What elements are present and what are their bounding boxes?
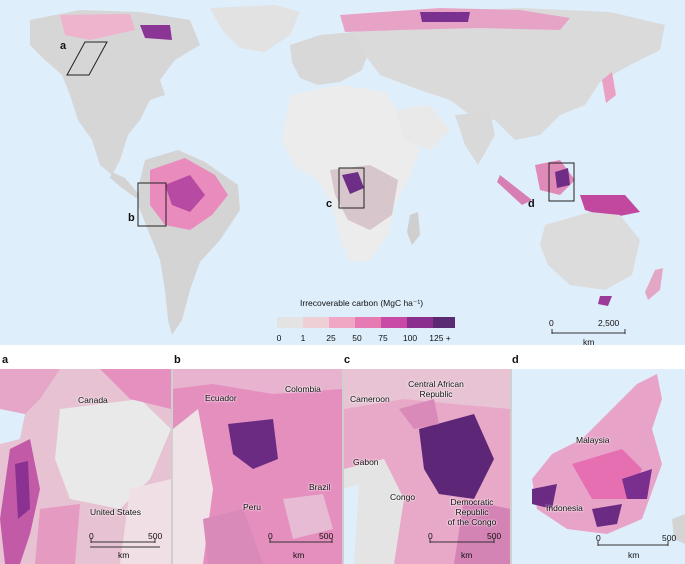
- india: [455, 112, 495, 165]
- inset-a-scale-unit: km: [118, 550, 130, 560]
- world-scale-min: 0: [549, 318, 554, 328]
- world-map: [0, 0, 685, 345]
- inset-c-place-congo: Congo: [390, 492, 416, 502]
- world-box-label-a: a: [60, 40, 67, 52]
- inset-d-place-indonesia: Indonesia: [546, 503, 583, 513]
- australia: [540, 212, 640, 290]
- world-map-svg: [0, 0, 685, 345]
- inset-d-scale-min: 0: [596, 533, 601, 543]
- inset-b-map: [173, 369, 342, 564]
- inset-a: Canada United States 0 500 km: [0, 369, 171, 564]
- legend-swatch-6: [433, 317, 455, 328]
- inset-d-scale-max: 500: [662, 533, 677, 543]
- inset-b-scale-max: 500: [319, 531, 334, 541]
- inset-a-place-canada: Canada: [78, 395, 108, 405]
- arabia: [395, 105, 450, 150]
- amazon-core: [165, 175, 205, 212]
- legend-tick-5: 100: [402, 333, 418, 343]
- inset-c-scale-unit: km: [461, 550, 473, 560]
- inset-b-place-colombia: Colombia: [285, 384, 321, 394]
- legend-tick-2: 25: [326, 333, 336, 343]
- new-zealand: [645, 268, 663, 300]
- japan: [602, 72, 616, 103]
- borneo-core: [555, 168, 570, 188]
- inset-d-scale-unit: km: [628, 550, 640, 560]
- inset-a-place-us: United States: [90, 507, 142, 517]
- north-america: [30, 10, 200, 175]
- inset-b-scale-min: 0: [268, 531, 273, 541]
- inset-c-scale-max: 500: [487, 531, 502, 541]
- inset-c-scale-min: 0: [428, 531, 433, 541]
- new-guinea: [580, 195, 640, 218]
- inset-c: Cameroon Central African Republic Gabon …: [344, 369, 510, 564]
- hudson-core: [140, 25, 172, 40]
- legend-tick-3: 50: [352, 333, 362, 343]
- tasmania: [598, 296, 612, 306]
- world-box-label-d: d: [528, 198, 535, 210]
- madagascar: [407, 212, 420, 245]
- legend-bar: [277, 317, 455, 328]
- legend-title: Irrecoverable carbon (MgC ha⁻¹): [300, 298, 424, 308]
- inset-b-scale-unit: km: [293, 550, 305, 560]
- world-scale-max: 2,500: [598, 318, 620, 328]
- inset-d-place-malaysia: Malaysia: [576, 435, 610, 445]
- greenland: [210, 5, 300, 52]
- inset-c-map: [344, 369, 510, 564]
- legend-swatch-4: [381, 317, 407, 328]
- inset-d-map: [512, 369, 685, 564]
- inset-letter-d: d: [512, 354, 519, 366]
- inset-box-c: [338, 167, 365, 209]
- borneo: [535, 160, 575, 195]
- legend-swatch-3: [355, 317, 381, 328]
- legend-tick-1: 1: [300, 333, 306, 343]
- inset-box-a: [66, 41, 108, 76]
- inset-a-scale-min: 0: [89, 531, 94, 541]
- legend-swatch-5: [407, 317, 433, 328]
- europe: [290, 32, 370, 85]
- inset-box-d: [548, 162, 575, 202]
- central-america: [110, 172, 142, 198]
- inset-c-place-cameroon: Cameroon: [350, 394, 390, 404]
- inset-c-place-drc: Democratic Republic of the Congo: [447, 497, 497, 527]
- inset-a-map: [0, 369, 171, 564]
- legend-tick-6: 125 +: [429, 333, 451, 343]
- inset-a-scale-max: 500: [148, 531, 163, 541]
- inset-d: Malaysia Indonesia 0 500 km: [512, 369, 685, 564]
- inset-b-place-ecuador: Ecuador: [205, 393, 237, 403]
- canada-carbon: [60, 14, 135, 40]
- siberia-core: [420, 12, 470, 22]
- inset-c-place-car: Central African Republic: [408, 379, 464, 399]
- inset-b-place-brazil: Brazil: [309, 482, 331, 492]
- world-box-label-c: c: [326, 198, 333, 210]
- inset-c-place-gabon: Gabon: [353, 457, 379, 467]
- legend-swatch-0: [277, 317, 303, 328]
- legend-tick-4: 75: [378, 333, 388, 343]
- inset-b-place-peru: Peru: [243, 502, 261, 512]
- congo-core: [342, 172, 364, 194]
- inset-letter-a: a: [2, 354, 9, 366]
- world-scale-unit: km: [583, 337, 595, 347]
- sumatra: [497, 175, 532, 205]
- legend-swatch-2: [329, 317, 355, 328]
- legend-tick-0: 0: [276, 333, 282, 343]
- legend-swatch-1: [303, 317, 329, 328]
- inset-box-b: [137, 182, 167, 227]
- asia: [355, 8, 665, 140]
- inset-letter-c: c: [344, 354, 351, 366]
- world-box-label-b: b: [128, 212, 135, 224]
- inset-letter-b: b: [174, 354, 181, 366]
- inset-b: Ecuador Colombia Peru Brazil 0 500 km: [173, 369, 342, 564]
